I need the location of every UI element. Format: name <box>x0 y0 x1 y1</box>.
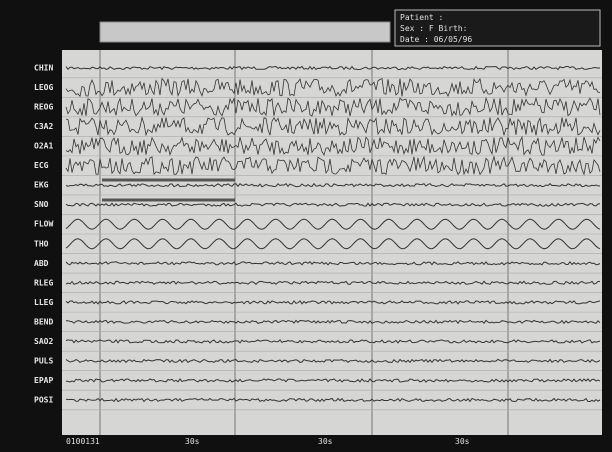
trace <box>65 202 601 207</box>
trace <box>65 65 600 71</box>
channel-label: REOG <box>34 103 53 112</box>
trace <box>65 260 601 266</box>
trace <box>65 358 601 364</box>
channel-label: LEOG <box>34 83 53 92</box>
channel-label: LLEG <box>34 298 53 307</box>
channel-label: BEND <box>34 317 53 326</box>
channel-label: ABD <box>34 259 49 268</box>
footer-time: 0100131 <box>66 437 100 446</box>
footer-mark: 30s <box>455 437 470 446</box>
channel-label: O2A1 <box>34 142 53 151</box>
patient-title: Patient : <box>400 13 443 22</box>
trace <box>65 397 601 403</box>
trace <box>65 378 601 383</box>
channel-label: FLOW <box>34 220 53 229</box>
trace <box>65 218 601 230</box>
patient-line: Sex : F Birth: <box>400 24 467 33</box>
trace <box>66 319 601 325</box>
toolbar <box>99 21 391 43</box>
trace <box>65 96 601 117</box>
trace <box>65 155 601 176</box>
patient-line: Date : 06/05/96 <box>400 35 472 44</box>
channel-label: C3A2 <box>34 122 53 131</box>
footer-mark: 30s <box>318 437 333 446</box>
channel-label: PULS <box>34 356 53 365</box>
channel-label: EPAP <box>34 376 53 385</box>
channel-label: SAO2 <box>34 337 53 346</box>
channel-label: RLEG <box>34 278 53 287</box>
channel-label: POSI <box>34 396 53 405</box>
trace <box>65 280 601 285</box>
trace <box>65 300 601 305</box>
trace <box>65 238 601 250</box>
trace <box>65 135 601 157</box>
channel-label: ECG <box>34 161 49 170</box>
patient-box <box>394 9 601 47</box>
traces <box>62 65 602 411</box>
channel-label: SNO <box>34 200 49 209</box>
channel-label: THO <box>34 239 49 248</box>
channel-labels: CHIN LEOG REOG C3A2 O2A1 ECG EKG SNO FLOW THO ABD R… <box>34 64 53 405</box>
trace <box>65 77 601 98</box>
channel-label: CHIN <box>34 64 53 73</box>
trace <box>65 339 601 344</box>
footer-mark: 30s <box>185 437 200 446</box>
trace <box>65 182 601 188</box>
channel-label: EKG <box>34 181 49 190</box>
screen <box>62 50 602 435</box>
trace <box>65 116 601 137</box>
